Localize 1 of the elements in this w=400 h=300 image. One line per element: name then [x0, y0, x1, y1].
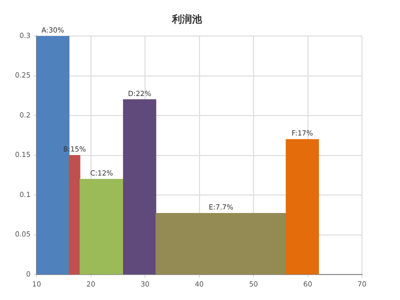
chart-title: 利润池 [171, 14, 203, 26]
